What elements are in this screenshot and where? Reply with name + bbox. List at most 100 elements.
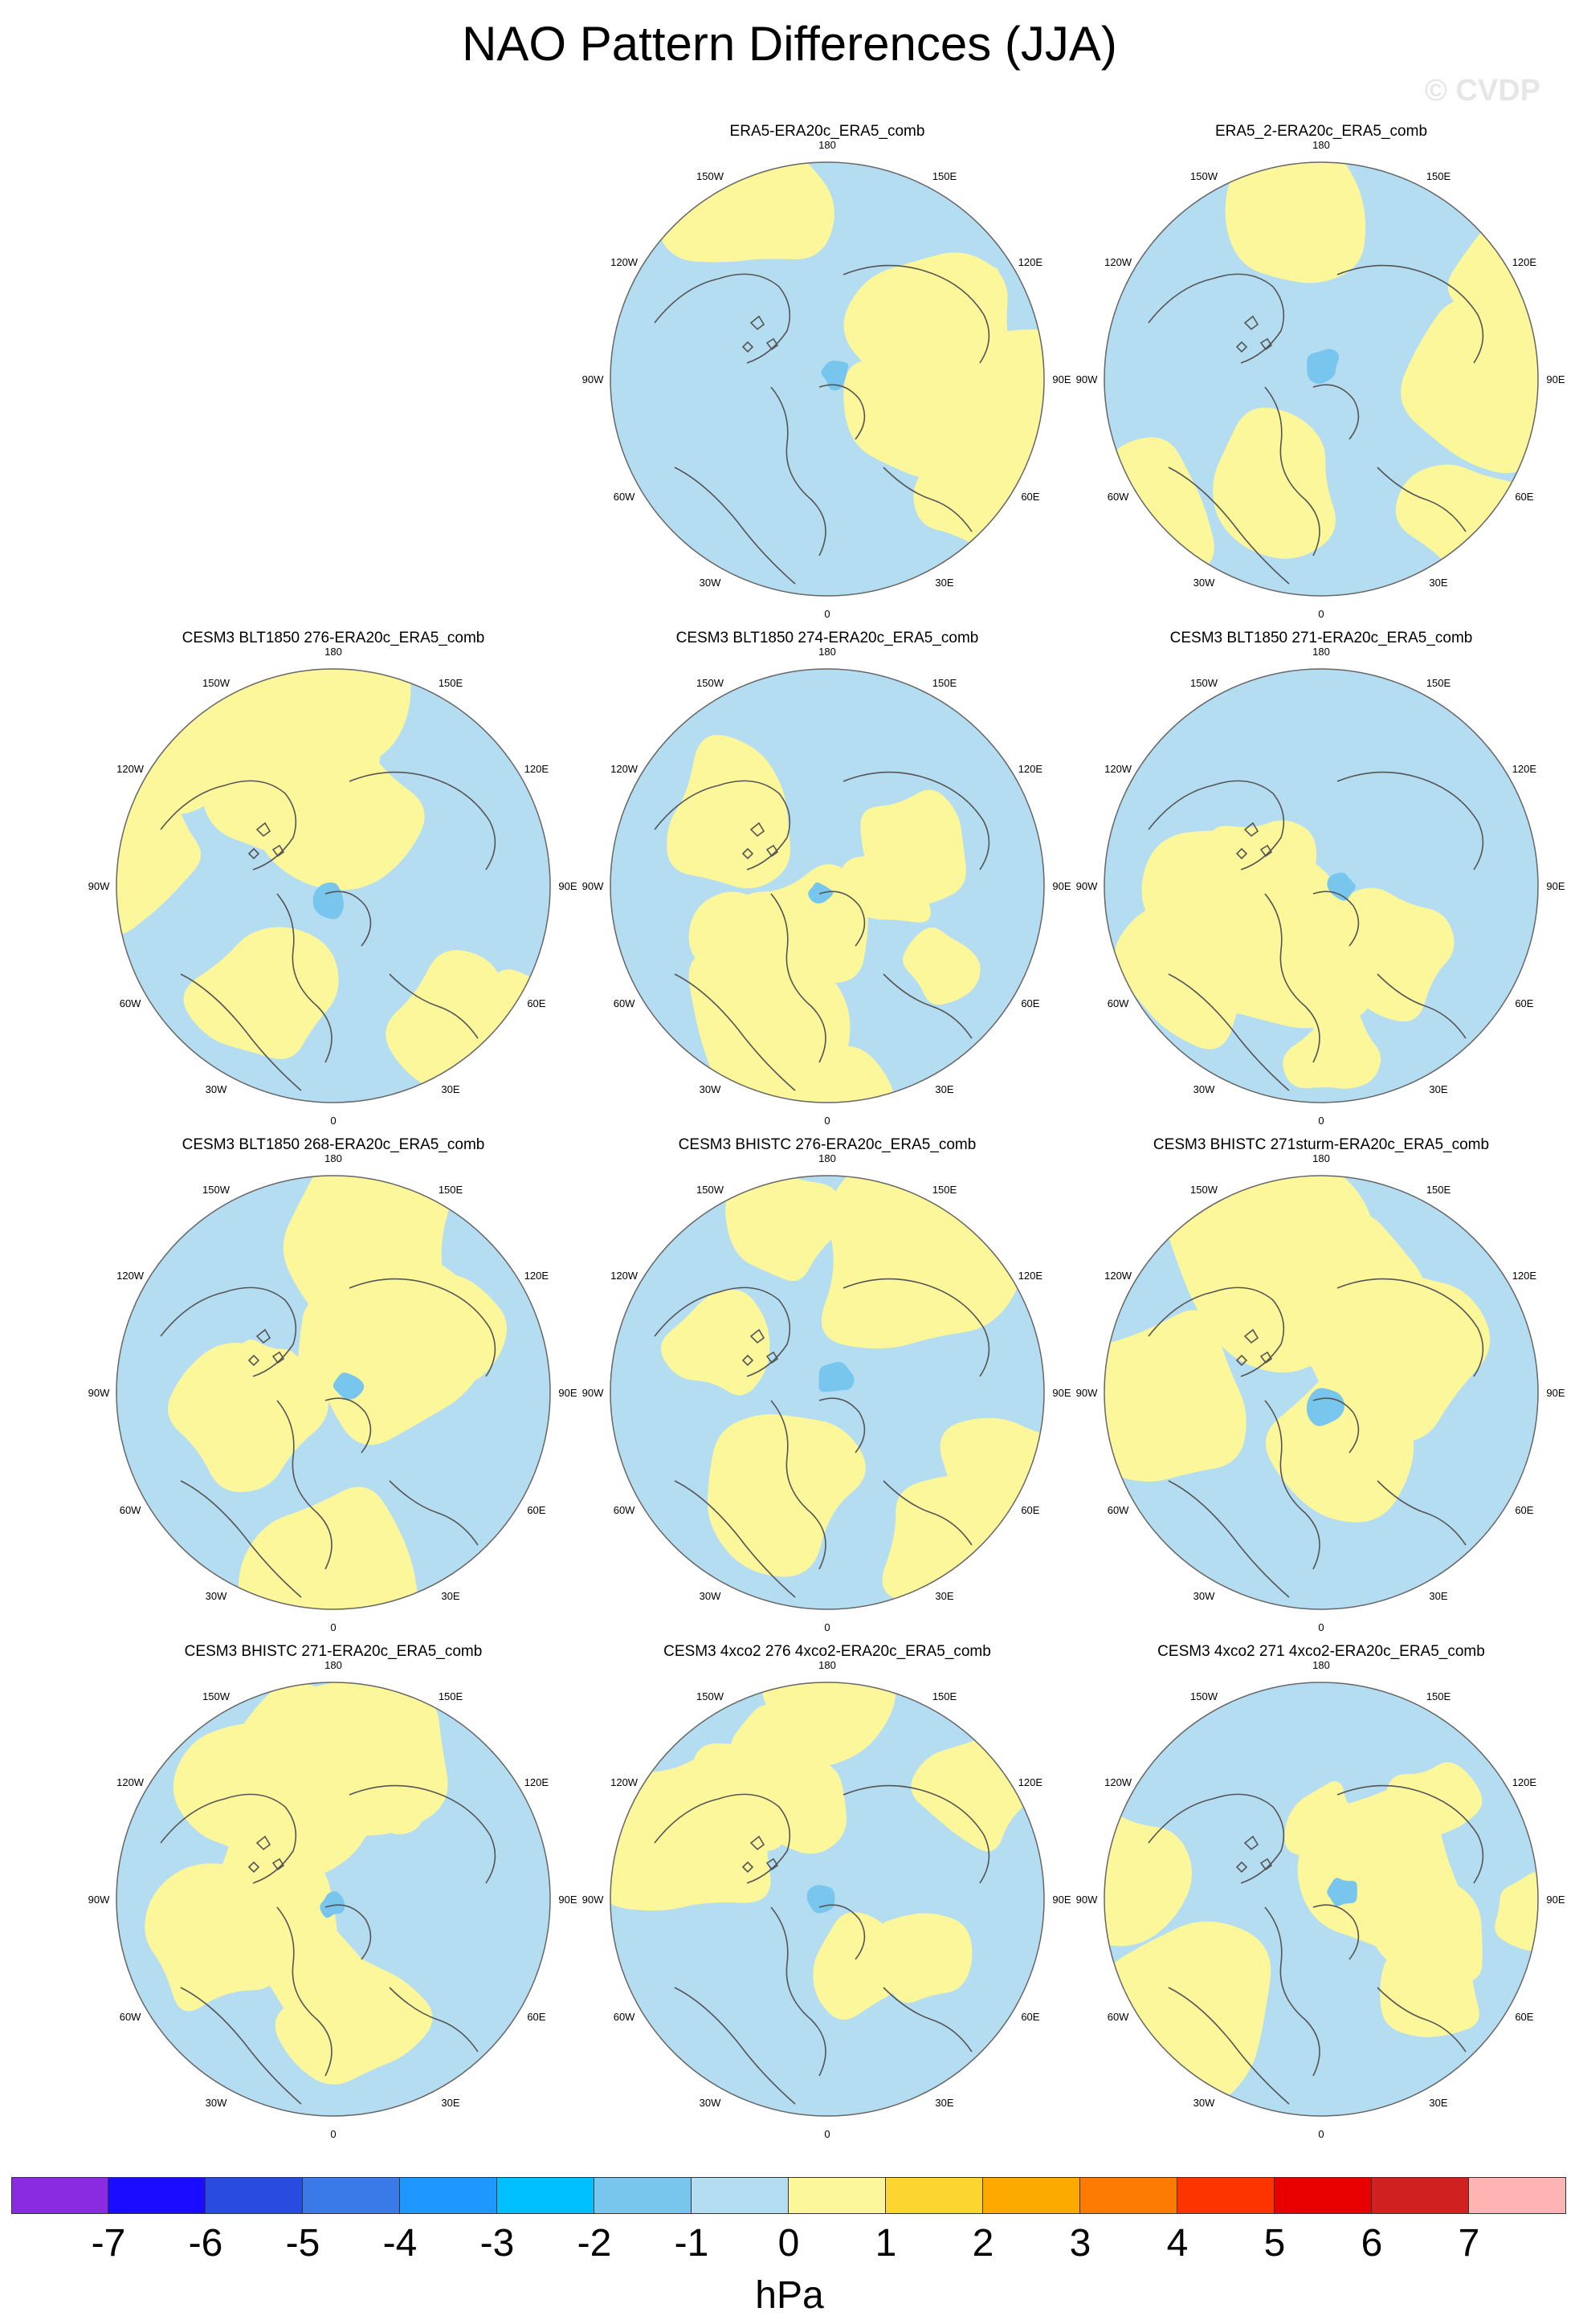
- coastline: [770, 386, 826, 557]
- map-panel: CESM3 BHISTC 271-ERA20c_ERA5_comb 180 150E…: [84, 1642, 582, 2140]
- longitude-label: 30E: [935, 2097, 953, 2109]
- positive-anomaly-region: [688, 891, 819, 993]
- colorbar-tick-label: 2: [972, 2222, 994, 2265]
- longitude-label: 150W: [696, 677, 724, 689]
- colorbar-swatch: [497, 2177, 594, 2214]
- coastline: [1377, 467, 1467, 532]
- longitude-label: 60W: [1108, 1504, 1129, 1516]
- longitude-label: 30E: [441, 1083, 459, 1095]
- longitude-label: 120W: [116, 1776, 145, 1788]
- coastline: [160, 1286, 297, 1377]
- longitude-label: 150E: [932, 170, 957, 182]
- coastline: [1312, 1397, 1360, 1454]
- positive-anomaly-region: [725, 1176, 842, 1282]
- longitude-label: 90E: [558, 1894, 577, 1906]
- longitude-label: 150E: [932, 1690, 957, 1702]
- longitude-label: 90W: [1076, 880, 1098, 892]
- coastline: [349, 1784, 496, 1884]
- longitude-label: 150E: [1426, 170, 1451, 182]
- coastline: [818, 1397, 866, 1454]
- polar-stereographic-map: 180 150E 120E 90E 60E 30E 0 30W 60W 90W 120W 150W: [88, 646, 577, 1127]
- longitude-label: 30E: [935, 1590, 953, 1602]
- positive-anomaly-region: [1104, 1310, 1246, 1482]
- coastline: [1168, 1987, 1290, 2105]
- coastline: [324, 1904, 372, 1960]
- colorbar-swatch: [1177, 2177, 1275, 2214]
- positive-anomaly-region: [660, 1289, 770, 1396]
- longitude-label: 30W: [206, 2097, 227, 2109]
- longitude-label: 0: [824, 2128, 830, 2140]
- longitude-label: 30W: [206, 1083, 227, 1095]
- panel-title: CESM3 4xco2 276 4xco2-ERA20c_ERA5_comb: [663, 1643, 991, 1660]
- longitude-label: 180: [1312, 1152, 1330, 1164]
- longitude-label: 150W: [202, 1184, 231, 1196]
- colorbar-swatch: [1372, 2177, 1469, 2214]
- strong-negative-patch: [333, 1372, 365, 1400]
- positive-anomaly-region: [912, 266, 1000, 345]
- positive-anomaly-region: [116, 737, 178, 846]
- longitude-label: 90E: [1052, 1387, 1071, 1399]
- longitude-label: 120E: [524, 763, 549, 775]
- coastline: [883, 973, 973, 1039]
- longitude-label: 120E: [1018, 1270, 1043, 1282]
- panel-title: ERA5_2-ERA20c_ERA5_comb: [1214, 123, 1428, 140]
- longitude-label: 90E: [1546, 1387, 1565, 1399]
- colorbar-swatch: [983, 2177, 1080, 2214]
- colorbar-tick-label: -7: [91, 2222, 126, 2265]
- map-panel: CESM3 BLT1850 271-ERA20c_ERA5_comb 180 150…: [1072, 629, 1570, 1127]
- coastline: [180, 1480, 302, 1598]
- polar-stereographic-map: 180 150E 120E 90E 60E 30E 0 30W 60W 90W 120W 150W: [582, 139, 1071, 620]
- longitude-label: 90W: [1076, 1894, 1098, 1906]
- coastline: [1264, 1400, 1320, 1570]
- longitude-label: 90E: [1052, 1894, 1071, 1906]
- coastline: [1168, 467, 1290, 585]
- longitude-label: 150E: [1426, 1184, 1451, 1196]
- longitude-label: 150E: [439, 677, 463, 689]
- coastline: [1312, 891, 1360, 947]
- positive-anomaly-region: [1495, 1872, 1538, 1951]
- positive-anomaly-region: [1104, 1805, 1192, 1947]
- positive-anomaly-region: [1283, 1005, 1381, 1089]
- longitude-label: 120W: [610, 1270, 639, 1282]
- strong-negative-patch: [806, 1885, 835, 1914]
- polar-stereographic-map: 180 150E 120E 90E 60E 30E 0 30W 60W 90W 120W 150W: [88, 1152, 577, 1633]
- positive-anomaly-region: [1213, 407, 1336, 559]
- coastline: [247, 822, 285, 860]
- longitude-label: 60E: [527, 1504, 545, 1516]
- longitude-label: 180: [324, 646, 342, 658]
- polar-stereographic-map: 180 150E 120E 90E 60E 30E 0 30W 60W 90W 120W 150W: [88, 1659, 577, 2140]
- longitude-label: 60W: [120, 1504, 141, 1516]
- longitude-label: 30E: [1429, 1083, 1447, 1095]
- colorbar-tick-label: 6: [1361, 2222, 1383, 2265]
- panel-title: CESM3 BLT1850 276-ERA20c_ERA5_comb: [182, 630, 485, 646]
- colorbar-tick-label: -1: [674, 2222, 709, 2265]
- longitude-label: 150W: [1190, 170, 1218, 182]
- longitude-label: 150W: [696, 170, 724, 182]
- longitude-label: 120W: [610, 256, 639, 268]
- coastline: [883, 1987, 973, 2053]
- longitude-label: 150E: [439, 1184, 463, 1196]
- strong-negative-patch: [1327, 872, 1356, 901]
- longitude-label: 120E: [1018, 763, 1043, 775]
- positive-anomaly-region: [1284, 1781, 1365, 1857]
- longitude-label: 150W: [696, 1184, 724, 1196]
- longitude-label: 90E: [558, 1387, 577, 1399]
- coastline: [818, 384, 866, 440]
- positive-anomaly-region: [1380, 1945, 1479, 2037]
- longitude-label: 60W: [1108, 491, 1129, 503]
- positive-anomaly-region: [707, 1414, 866, 1577]
- longitude-label: 120E: [1512, 763, 1537, 775]
- longitude-label: 150W: [202, 677, 231, 689]
- longitude-label: 0: [1318, 608, 1324, 620]
- coastline: [1336, 1278, 1484, 1377]
- colorbar-swatch: [886, 2177, 983, 2214]
- positive-anomaly-region: [238, 1486, 418, 1609]
- coastline: [1235, 1328, 1273, 1367]
- longitude-label: 60W: [1108, 2011, 1129, 2023]
- coastline: [741, 1835, 779, 1873]
- longitude-label: 90E: [1546, 880, 1565, 892]
- strong-negative-patch: [818, 1361, 855, 1392]
- coastline: [654, 1793, 791, 1884]
- coastline: [883, 1480, 973, 1546]
- coastline: [160, 1793, 297, 1884]
